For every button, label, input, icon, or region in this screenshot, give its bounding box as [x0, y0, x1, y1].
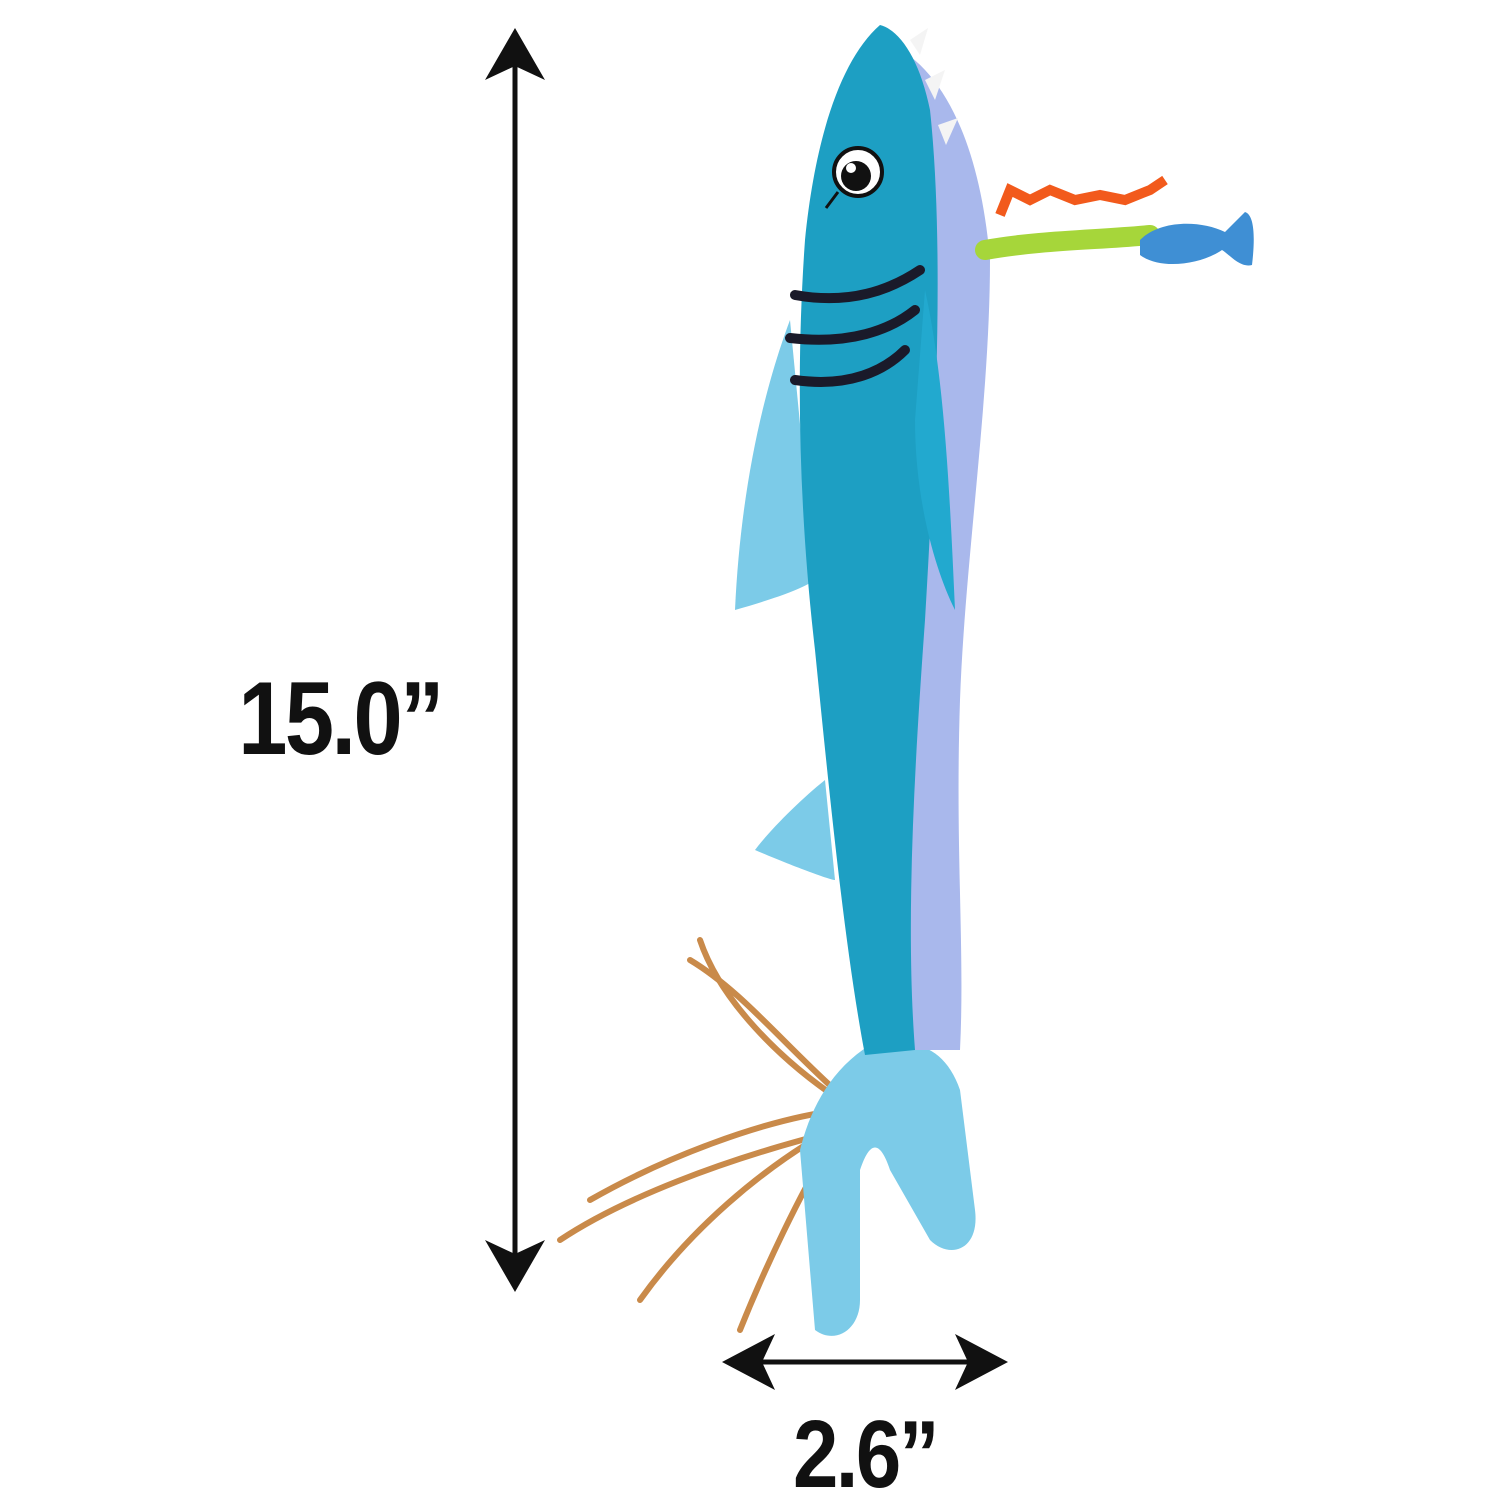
feather-tail — [557, 937, 848, 1333]
green-ribbon — [975, 225, 1160, 260]
width-arrow — [722, 1334, 1008, 1390]
fish-eye — [824, 146, 884, 209]
dorsal-fin — [735, 320, 815, 610]
orange-ribbon — [995, 175, 1168, 217]
lower-fin — [755, 780, 835, 880]
gill-stripes — [785, 265, 925, 387]
width-label: 2.6” — [792, 1401, 940, 1500]
tail-fin — [800, 1045, 976, 1336]
pectoral-fin — [915, 290, 955, 610]
height-label: 15.0” — [238, 661, 444, 777]
height-arrow — [485, 28, 545, 1292]
small-fish-charm — [1140, 212, 1254, 266]
teeth — [910, 28, 958, 145]
